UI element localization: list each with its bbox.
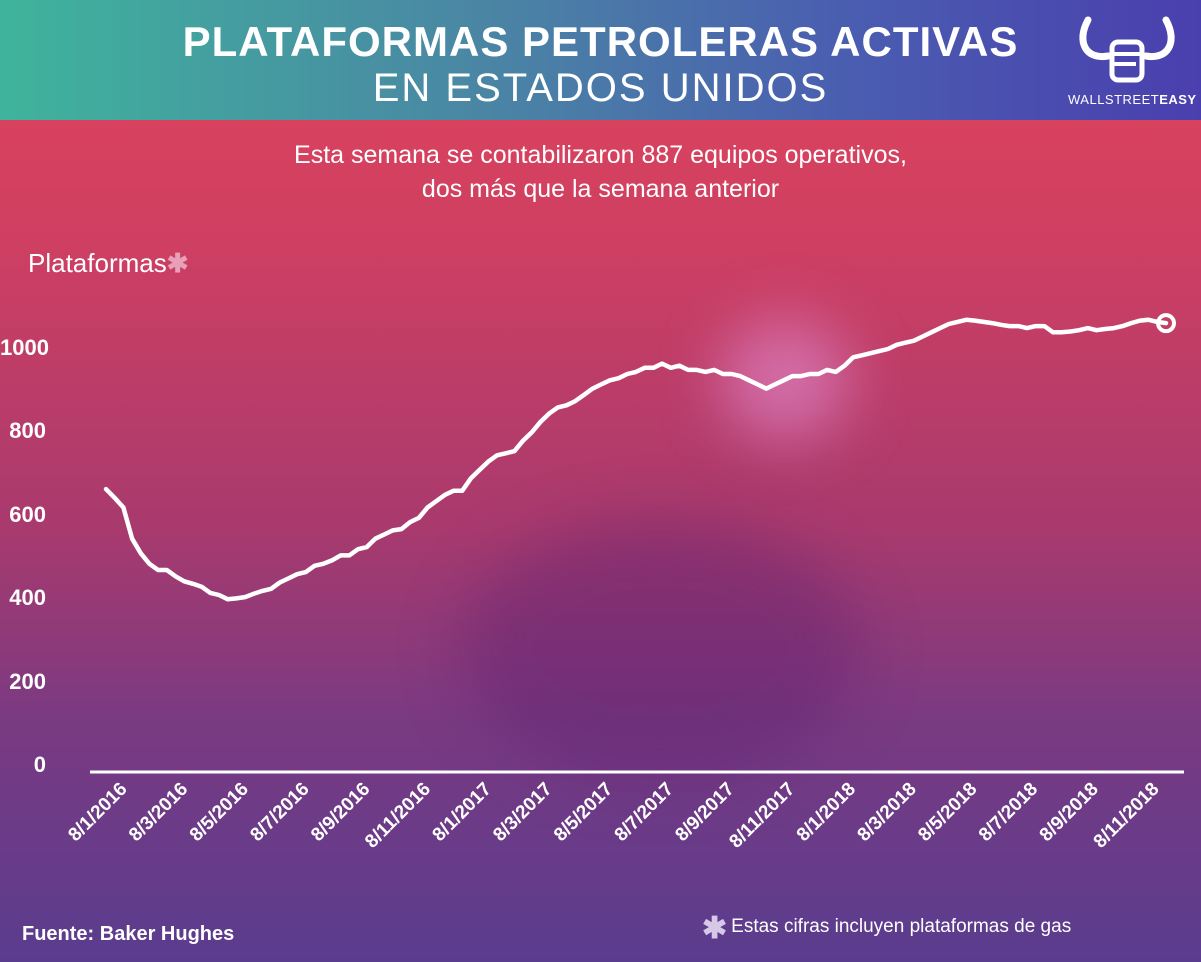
x-tick-label: 8/7/2018 xyxy=(975,779,1042,846)
x-tick-label: 8/11/2018 xyxy=(1090,779,1164,853)
data-points xyxy=(105,319,1167,600)
logo-text: WALLSTREETEASY xyxy=(1068,92,1197,107)
wallstreeteasy-logo: WALLSTREETEASY xyxy=(1068,12,1197,112)
x-tick-label: 8/3/2016 xyxy=(125,779,192,846)
chart-subtitle: Esta semana se contabilizaron 887 equipo… xyxy=(0,138,1201,206)
x-tick-label: 8/7/2017 xyxy=(611,779,678,846)
y-axis-title: Plataformas✱ xyxy=(28,248,189,278)
y-tick-label: 1000 xyxy=(0,335,49,360)
header-banner xyxy=(0,0,1201,120)
x-tick-label: 8/3/2017 xyxy=(489,779,556,846)
x-tick-label: 8/7/2016 xyxy=(247,779,314,846)
x-tick-label: 8/1/2016 xyxy=(64,779,131,846)
subtitle-line1: Esta semana se contabilizaron 887 equipo… xyxy=(294,141,907,169)
y-tick-label: 800 xyxy=(9,418,46,444)
x-axis-tick-labels: 8/1/20168/3/20168/5/20168/7/20168/9/2016… xyxy=(64,779,1163,853)
asterisk-icon: ✱ xyxy=(166,248,189,278)
y-tick-label: 200 xyxy=(9,668,46,694)
chart-title: PLATAFORMAS PETROLERAS ACTIVAS xyxy=(182,18,1019,65)
chart-title-line2: EN ESTADOS UNIDOS xyxy=(372,66,829,110)
x-tick-label: 8/11/2016 xyxy=(361,779,435,853)
x-tick-label: 8/3/2018 xyxy=(854,779,921,846)
y-tick-label: 600 xyxy=(9,501,46,527)
footnote: ✱ Estas cifras incluyen plataformas de ga… xyxy=(702,912,1072,945)
rig-silhouette xyxy=(460,520,860,780)
asterisk-icon: ✱ xyxy=(702,912,728,945)
bull-fist-icon xyxy=(1079,16,1175,83)
x-tick-label: 8/5/2018 xyxy=(914,779,981,846)
y-tick-label: 0 xyxy=(33,752,46,777)
x-tick-label: 8/1/2017 xyxy=(429,779,496,846)
x-tick-label: 8/5/2017 xyxy=(550,779,617,846)
x-tick-label: 8/1/2018 xyxy=(793,779,860,846)
source-note: Fuente: Baker Hughes xyxy=(22,923,235,945)
latest-value-marker xyxy=(1156,313,1176,334)
y-tick-label: 400 xyxy=(9,585,46,611)
x-tick-label: 8/11/2017 xyxy=(725,779,799,853)
subtitle-line2: dos más que la semana anterior xyxy=(421,175,780,203)
x-tick-label: 8/5/2016 xyxy=(186,779,253,846)
rig-count-line xyxy=(103,317,1169,602)
